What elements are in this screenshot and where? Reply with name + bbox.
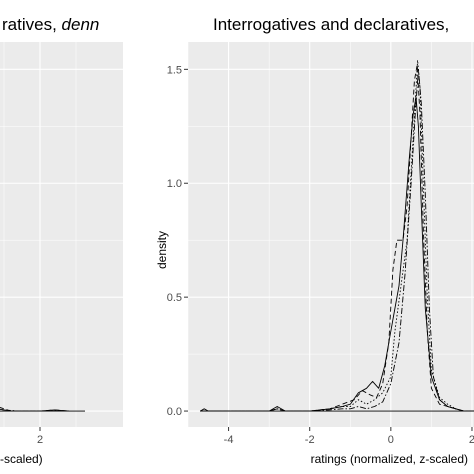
left-x-tick-label: 2 (37, 434, 43, 446)
left-chart-panel: 2 ratives, denn -scaled) (0, 12, 123, 466)
right-chart-panel: -4 -2 0 2 0.0 0.5 1.0 1.5 Interrogatives and d… (155, 12, 474, 466)
right-x-tick-label: -2 (305, 434, 315, 446)
right-y-tick-label: 0.0 (167, 406, 182, 418)
right-y-tick-label: 1.0 (167, 178, 182, 190)
left-density-lines (0, 407, 69, 412)
right-gridlines (187, 12, 474, 427)
right-y-axis-label: density (155, 231, 169, 269)
right-y-ticks: 0.0 0.5 1.0 1.5 (167, 64, 188, 418)
right-x-tick-label: 0 (388, 434, 394, 446)
left-plot-background (0, 42, 123, 427)
right-x-axis-label: ratings (normalized, z-scaled) (311, 452, 468, 466)
right-y-tick-label: 0.5 (167, 292, 182, 304)
left-chart-title: ratives, denn (2, 15, 99, 34)
right-density-line-dotted (200, 59, 474, 412)
right-density-line-dotdash (200, 68, 474, 412)
right-x-tick-label: -4 (224, 434, 234, 446)
left-x-axis-label: -scaled) (0, 452, 43, 466)
right-x-ticks: -4 -2 0 2 (224, 427, 474, 446)
right-x-tick-label: 2 (469, 434, 474, 446)
left-density-line-dashed (0, 407, 69, 412)
right-chart-title: Interrogatives and declaratives, (213, 15, 449, 34)
right-density-lines (199, 59, 474, 412)
left-x-ticks: 2 (37, 427, 43, 446)
right-y-tick-label: 1.5 (167, 64, 182, 76)
